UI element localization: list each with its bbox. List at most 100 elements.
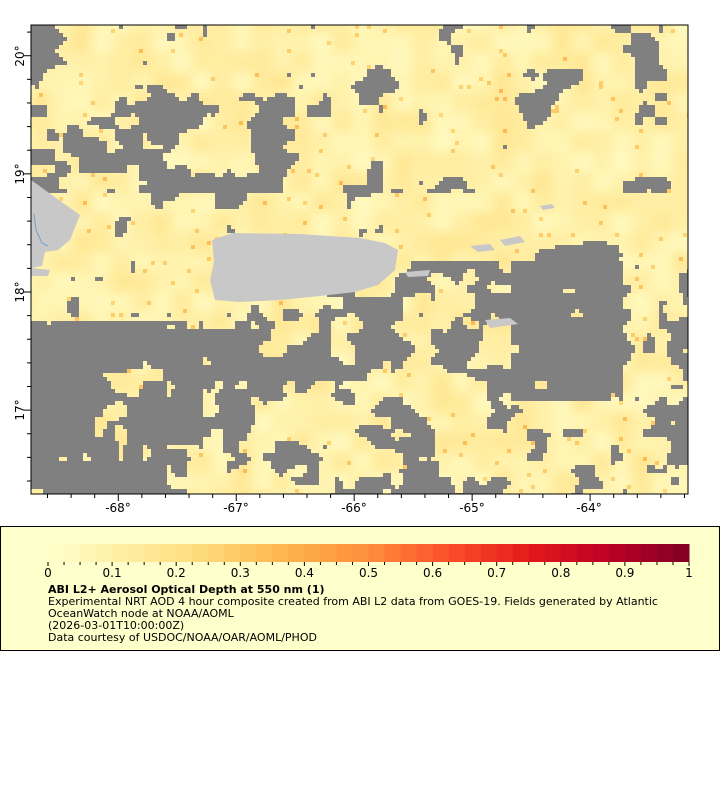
aod-cell <box>451 109 455 113</box>
aod-cell <box>175 89 179 93</box>
aod-cell <box>327 69 331 73</box>
aod-cell <box>531 173 535 177</box>
aod-cell <box>343 141 347 145</box>
aod-cell <box>199 129 203 133</box>
aod-cell <box>559 149 563 153</box>
aod-cell <box>87 61 91 65</box>
aod-cell <box>427 153 431 157</box>
aod-cell <box>327 169 331 173</box>
aod-cell <box>39 169 43 173</box>
aod-cell <box>263 65 267 69</box>
aod-cell <box>247 165 251 169</box>
aod-cell <box>303 69 307 73</box>
aod-cell <box>567 145 571 149</box>
aod-cell <box>579 57 583 61</box>
aod-cell <box>403 165 407 169</box>
aod-cell <box>583 81 587 85</box>
aod-cell <box>379 57 383 61</box>
aod-cell <box>683 77 687 81</box>
aod-cell <box>595 81 599 85</box>
aod-cell <box>439 153 443 157</box>
aod-cell <box>359 69 363 73</box>
aod-cell <box>395 53 399 57</box>
aod-cell <box>631 25 635 29</box>
aod-cell <box>543 149 547 153</box>
aod-cell <box>543 129 547 133</box>
aod-cell <box>135 73 139 77</box>
aod-cell <box>211 165 215 169</box>
aod-cell <box>231 89 235 93</box>
aod-cell <box>607 57 611 61</box>
aod-cell <box>215 157 219 161</box>
aod-cell <box>127 29 131 33</box>
aod-cell <box>303 113 307 117</box>
aod-cell <box>143 73 147 77</box>
aod-cell <box>563 29 567 33</box>
aod-cell <box>527 161 531 165</box>
aod-cell <box>615 165 619 169</box>
aod-cell <box>303 85 307 89</box>
aod-cell <box>347 149 351 153</box>
aod-cell <box>479 73 483 77</box>
aod-cell <box>667 153 671 157</box>
aod-cell <box>263 29 267 33</box>
aod-cell <box>343 129 347 133</box>
aod-cell <box>507 29 511 33</box>
aod-cell <box>379 145 383 149</box>
aod-cell <box>547 137 551 141</box>
aod-cell <box>583 113 587 117</box>
aod-cell <box>551 133 555 137</box>
aod-cell <box>387 125 391 129</box>
aod-cell <box>515 153 519 157</box>
aod-cell <box>55 141 59 145</box>
aod-cell <box>583 77 587 81</box>
aod-cell <box>315 69 319 73</box>
aod-cell <box>87 69 91 73</box>
aod-cell <box>191 169 195 173</box>
aod-cell <box>75 85 79 89</box>
aod-cell <box>363 113 367 117</box>
aod-cell <box>355 165 359 169</box>
aod-cell <box>247 141 251 145</box>
aod-cell <box>555 145 559 149</box>
aod-cell <box>499 45 503 49</box>
aod-cell <box>655 25 659 29</box>
aod-cell <box>607 133 611 137</box>
aod-cell <box>79 33 83 37</box>
aod-cell <box>555 33 559 37</box>
aod-cell <box>515 89 519 93</box>
aod-cell <box>111 129 115 133</box>
aod-cell <box>675 117 679 121</box>
aod-cell <box>527 57 531 61</box>
aod-cell <box>235 73 239 77</box>
aod-cell <box>591 117 595 121</box>
aod-cell <box>507 133 511 137</box>
aod-cell <box>487 105 491 109</box>
aod-cell <box>59 157 63 161</box>
aod-cell <box>683 73 687 77</box>
aod-cell <box>391 49 395 53</box>
aod-cell <box>347 145 351 149</box>
aod-cell <box>383 101 387 105</box>
aod-cell <box>191 85 195 89</box>
aod-cell <box>563 145 567 149</box>
aod-cell <box>483 61 487 65</box>
aod-cell <box>467 57 471 61</box>
aod-cell <box>603 109 607 113</box>
aod-cell <box>615 149 619 153</box>
aod-cell <box>75 29 79 33</box>
aod-cell <box>603 45 607 49</box>
aod-cell <box>147 29 151 33</box>
aod-cell <box>491 97 495 101</box>
aod-cell <box>627 153 631 157</box>
aod-cell <box>119 81 123 85</box>
aod-cell <box>463 141 467 145</box>
aod-cell <box>679 157 683 161</box>
aod-cell <box>599 149 603 153</box>
aod-cell <box>311 41 315 45</box>
aod-cell <box>555 37 559 41</box>
aod-cell <box>75 81 79 85</box>
aod-cell <box>419 61 423 65</box>
aod-cell <box>379 33 383 37</box>
aod-cell <box>415 29 419 33</box>
